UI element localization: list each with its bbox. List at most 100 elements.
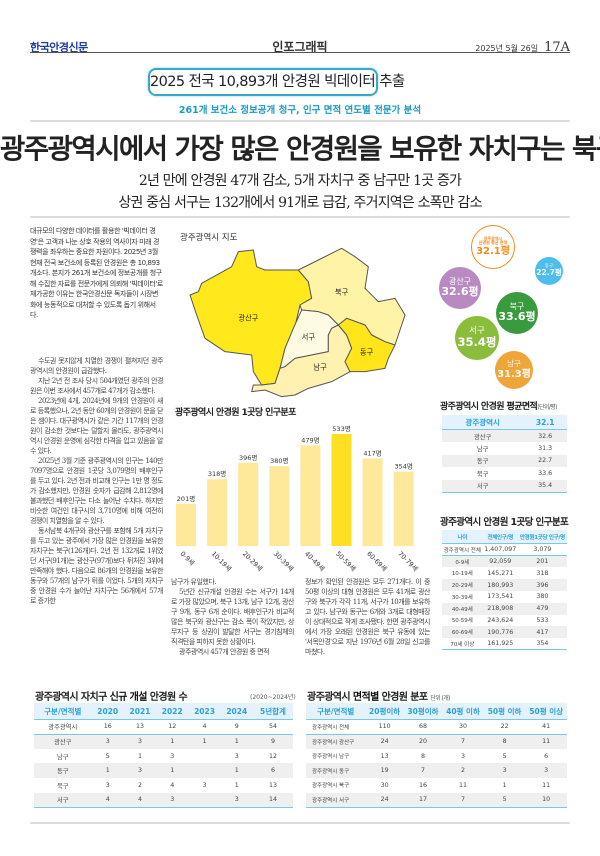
table-cell: 4 [105, 796, 110, 804]
footer-rule [30, 822, 570, 824]
table-cell: 479 [536, 605, 549, 613]
population-bar-chart: 201명 0-9세 318명 10-19세 396명 20-29세 380명 30-39세 47… [176, 424, 420, 573]
table-cell: 3 [460, 752, 465, 760]
pop-table-title: 광주광역시 안경원 1곳당 인구분포 [440, 517, 569, 528]
bar-value-label: 318명 [208, 469, 226, 478]
table-cell: 35.4 [538, 482, 553, 489]
table-cell: 318 [536, 569, 549, 577]
chart-bar [393, 471, 414, 546]
table-row: 북구 33.6 [442, 467, 567, 480]
table-cell: 광주광역시 전체 [312, 724, 350, 731]
table-cell: 32.6 [538, 432, 553, 440]
bubble-district-name: 남구 [507, 358, 521, 368]
x-tick-label: 40-49세 [303, 549, 327, 573]
table-cell: 광산구 [473, 433, 492, 441]
table-cell: 10 [542, 796, 551, 804]
table-cell: 68 [418, 723, 427, 731]
table-cell: 30-39세 [451, 594, 473, 601]
table-cell: 3 [170, 752, 175, 760]
table-cell: 동구 [56, 768, 69, 776]
bubble-district-name: 서구 [469, 325, 485, 336]
title-bold: 신규 개설 [109, 692, 148, 703]
header-rule [30, 52, 570, 53]
bubble-district-name: 광산구 [448, 277, 472, 287]
period-note: (2020~2024년) [250, 694, 296, 701]
table-cell: 6 [544, 752, 549, 760]
title-bold: 평균면적 [506, 402, 538, 412]
table-row: 서구 4 4 3 3 14 [34, 792, 293, 808]
title-bold: 면적별 [352, 692, 379, 703]
article-title: 광주광역시에서 가장 많은 안경원을 보유한 자치구는 북구 [0, 133, 600, 165]
unit-note: 단위 (개) [430, 695, 450, 702]
table-cell: 9 [234, 723, 239, 731]
bar-value-label: 396명 [239, 453, 257, 462]
table-cell: 0-9세 [455, 559, 470, 566]
bubble-district: 북구 33.6평 [496, 292, 538, 334]
column-header: 32.1 [523, 415, 567, 430]
table-cell: 40-49세 [451, 606, 473, 613]
intro-paragraph: 대규모의 다양한 데이터를 활용한 '빅데이터 경영'은 고객과 나눈 상호 작… [30, 227, 163, 319]
body-paragraph: 5년간 신규개설 안경원 수는 서구가 14개로 가장 많았으며, 북구 13개… [171, 588, 295, 646]
table-cell: 201 [536, 558, 549, 566]
bar-value-label: 417명 [363, 448, 381, 457]
table-cell: 광주광역시 동구 [312, 768, 350, 775]
bubble-city-average: 광주광역시 안경원 평균 면적 32.1평 [471, 225, 515, 269]
banner-subhead: 261개 보건소 정보공개 청구, 인구 면적 연도별 전문가 분석 [178, 105, 422, 116]
table-cell: 380 [536, 593, 549, 601]
table-cell: 417 [536, 628, 549, 636]
table-cell: 4 [202, 723, 207, 731]
map-label-dong: 동구 [360, 347, 374, 356]
table-cell: 서구 [476, 483, 489, 490]
bar-value-label: 533명 [332, 424, 350, 433]
table-cell: 190,776 [487, 628, 514, 636]
table-cell: 24 [380, 796, 389, 804]
column-header: 30평이하 [403, 703, 443, 720]
size-dist-title: 광주광역시 면적별 안경원 분포 단위 (개) [307, 688, 451, 703]
table-cell: 3 [170, 796, 175, 804]
table-cell: 396 [536, 581, 549, 589]
table-cell: 20 [418, 738, 427, 746]
x-tick-label: 60-69세 [365, 549, 389, 573]
table-cell: 3 [202, 781, 207, 789]
bubble-district-value: 31.3평 [497, 368, 531, 380]
table-cell: 110 [378, 723, 391, 731]
title-text: 광주광역시 안경원 [440, 402, 507, 412]
table-cell: 3,079 [533, 546, 552, 554]
body-paragraph: 동서남북 4개구와 광산구를 포함해 5개 자치구를 두고 있는 광주에서 가장… [30, 527, 164, 605]
table-cell: 1 [234, 738, 239, 746]
bubble-value: 32.1평 [476, 245, 510, 257]
issue-date: 2025년 5월 26일 17A [475, 40, 570, 55]
x-tick-label: 50-59세 [334, 549, 358, 573]
table-row: 광주광역시 동구 19 7 2 3 3 [306, 763, 567, 778]
map-label-nam: 남구 [313, 362, 327, 371]
chart-bar [269, 466, 290, 546]
table-cell: 광주광역시 전체 [443, 547, 481, 554]
table-row: 동구 22.7 [442, 454, 567, 467]
table-row: 20-29세 180,993 396 [442, 579, 567, 591]
body-paragraph: 2023년에 4개, 2024년에 9개의 안경원이 새로 등록했으나, 2년 … [30, 397, 164, 455]
table-cell: 33.6 [538, 469, 553, 477]
map-label-buk: 북구 [335, 287, 349, 296]
unit-note: (단위/평) [537, 404, 557, 411]
bubble-district-value: 22.7평 [536, 268, 562, 278]
body-column-2: 남구가 유일했다. 5년간 신규개설 안경원 수는 서구가 14개로 가장 많았으… [171, 577, 295, 657]
x-tick-label: 30-39세 [272, 549, 296, 573]
x-tick-label: 10-19세 [210, 549, 234, 573]
table-cell: 3 [137, 738, 142, 746]
table-cell: 1 [202, 738, 207, 746]
title-text: 광주광역시 [307, 692, 353, 703]
divider [30, 216, 570, 218]
table-cell: 173,541 [487, 593, 514, 601]
table-row: 40-49세 218,908 479 [442, 602, 567, 615]
table-row: 광주광역시 전체 110 68 30 22 41 [306, 719, 567, 735]
title-text: 광주광역시 자치구 [35, 692, 110, 703]
column-header: 2022 [156, 703, 189, 720]
table-row: 광주광역시 북구 30 16 11 1 11 [306, 777, 567, 793]
chart-title: 광주광역시 안경원 1곳당 인구분포 [175, 408, 296, 418]
bubble-line2: 안경원 평균 면적 [478, 240, 508, 246]
table-cell: 145,271 [487, 569, 514, 577]
table-row: 남구 5 1 3 3 12 [34, 748, 293, 764]
map-region-dong[interactable] [337, 317, 396, 373]
body-paragraph: 지난 2년 전 조사 당시 504개였던 광주의 안경원은 이번 조사에서 45… [30, 377, 164, 395]
table-cell: 북구 [56, 782, 69, 790]
